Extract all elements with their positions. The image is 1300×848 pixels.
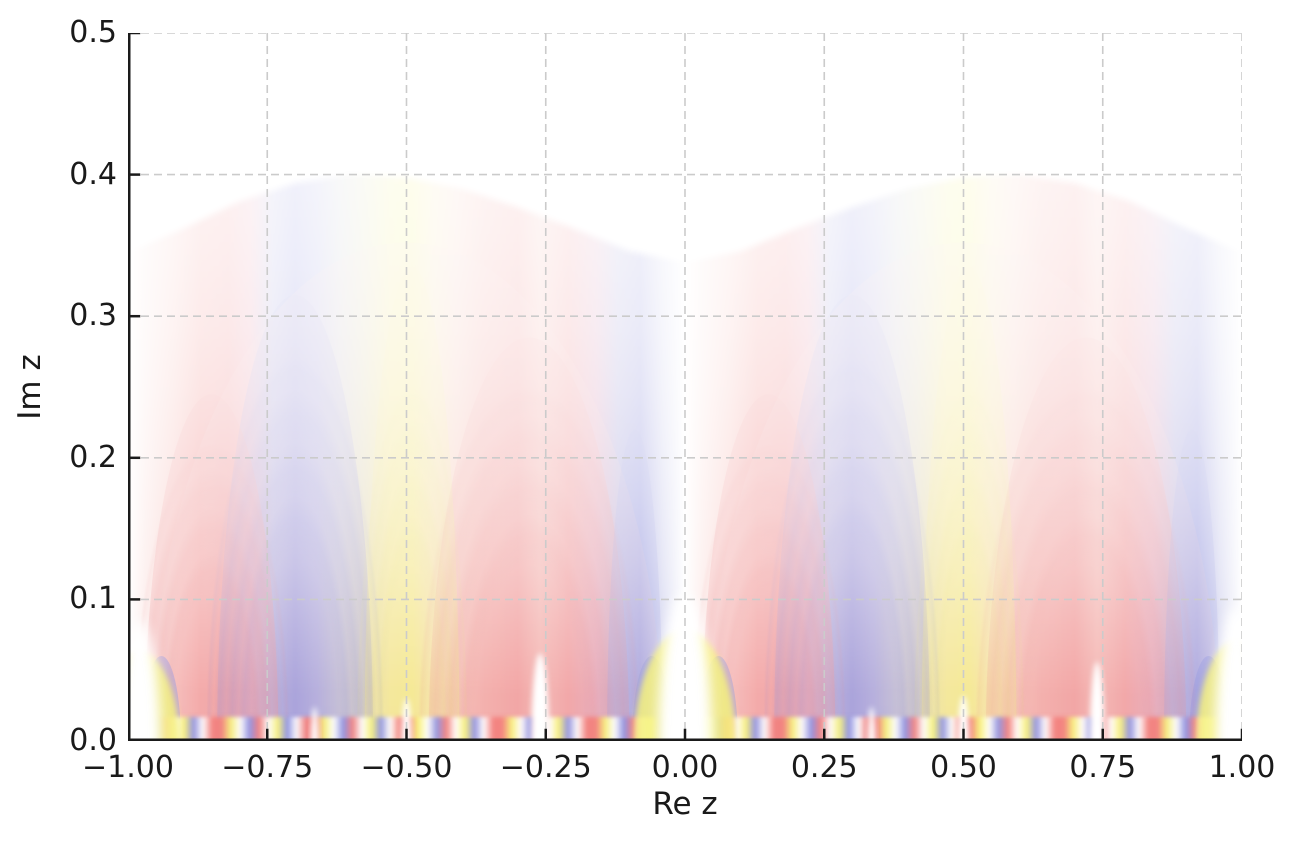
- x-tick-label: −0.25: [499, 750, 592, 785]
- x-tick-label: 0.75: [1069, 750, 1137, 785]
- y-tick-label: 0.3: [69, 298, 117, 334]
- y-tick-label: 0.5: [69, 15, 117, 50]
- x-tick-label: −1.00: [82, 750, 174, 785]
- x-tick-label: −0.50: [360, 750, 453, 785]
- x-axis-title: Re z: [652, 786, 718, 822]
- x-tick-label: −0.75: [221, 750, 314, 785]
- y-tick-label: 0.4: [69, 156, 117, 192]
- plot-area: [128, 33, 1242, 741]
- y-axis-title: Im z: [12, 354, 48, 420]
- x-tick-label: 0.00: [651, 750, 719, 785]
- y-tick-label: 0.0: [69, 723, 117, 758]
- x-tick-label: 0.25: [790, 750, 858, 785]
- x-tick-label: 1.00: [1208, 750, 1276, 785]
- contour-field-canvas: [128, 33, 1242, 741]
- y-tick-label: 0.1: [69, 581, 117, 617]
- x-tick-label: 0.50: [930, 750, 997, 785]
- y-tick-label: 0.2: [69, 439, 117, 475]
